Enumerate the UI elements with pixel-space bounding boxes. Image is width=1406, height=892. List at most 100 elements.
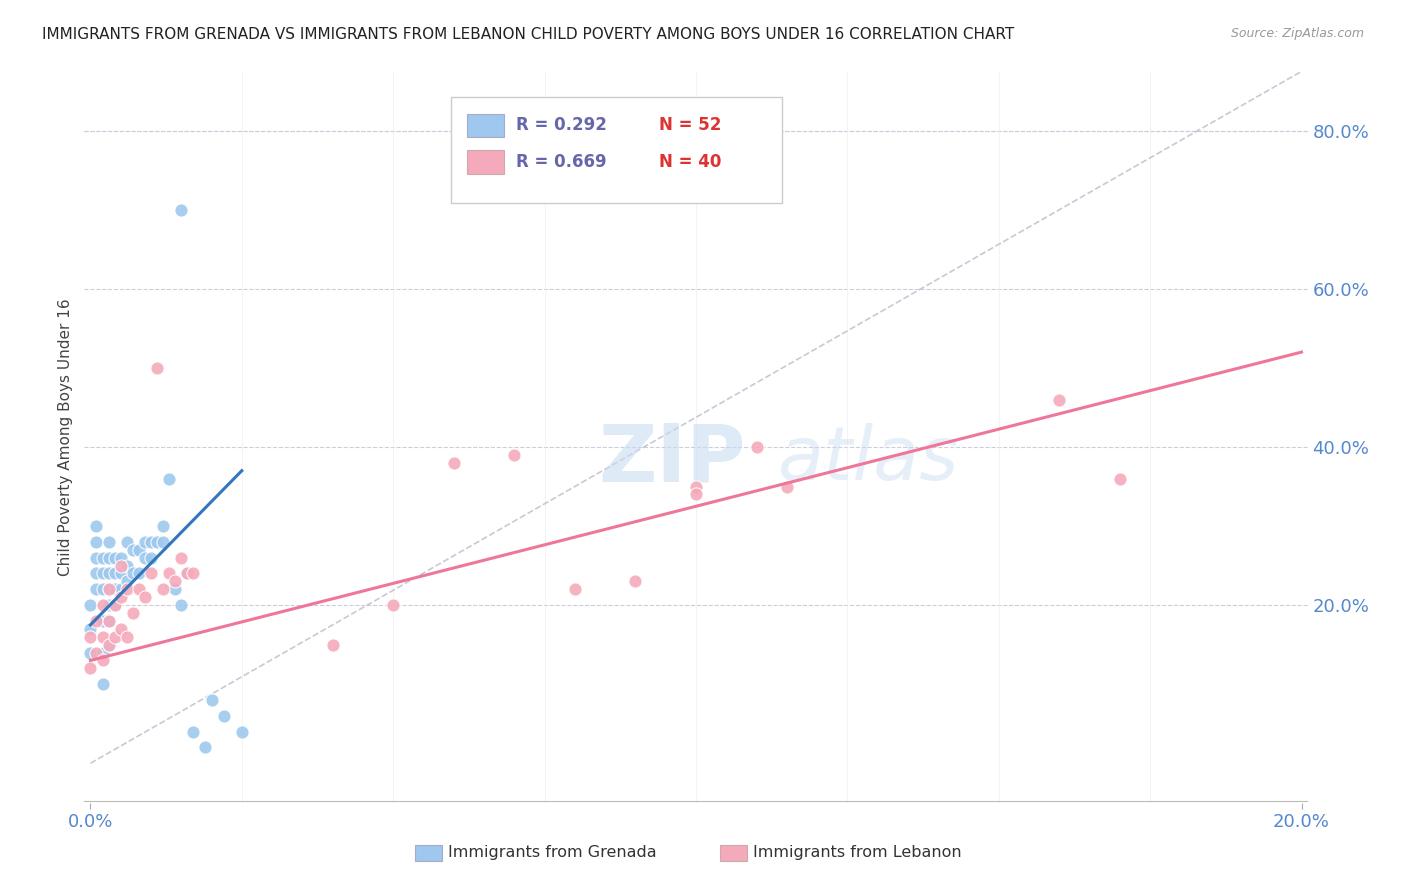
Point [97, 582, 120, 597]
Point [115, 534, 138, 549]
Point [115, 574, 138, 589]
Point [91, 677, 114, 691]
Point [110, 558, 132, 573]
Point [86, 519, 108, 533]
Point [139, 550, 162, 565]
Point [110, 622, 132, 636]
Text: Immigrants from Lebanon: Immigrants from Lebanon [754, 845, 962, 860]
Point [1047, 392, 1070, 407]
Point [685, 479, 707, 493]
Point [146, 360, 169, 375]
Point [170, 202, 193, 217]
Point [170, 550, 193, 565]
Point [128, 582, 150, 597]
Point [91, 653, 114, 667]
Point [97, 550, 120, 565]
Point [121, 606, 143, 620]
Point [91, 566, 114, 581]
Point [128, 566, 150, 581]
Point [1108, 472, 1130, 486]
Point [97, 638, 120, 652]
Text: IMMIGRANTS FROM GRENADA VS IMMIGRANTS FROM LEBANON CHILD POVERTY AMONG BOYS UNDE: IMMIGRANTS FROM GRENADA VS IMMIGRANTS FR… [42, 27, 1015, 42]
Point [86, 614, 108, 628]
Text: ZIP: ZIP [598, 420, 745, 498]
Point [110, 550, 132, 565]
Point [152, 582, 174, 597]
Point [110, 591, 132, 605]
Point [91, 614, 114, 628]
Point [104, 630, 127, 644]
Point [97, 638, 120, 652]
Point [128, 542, 150, 557]
Point [104, 566, 127, 581]
Point [139, 534, 162, 549]
Point [200, 693, 222, 707]
FancyBboxPatch shape [451, 97, 782, 203]
Text: R = 0.669: R = 0.669 [516, 153, 607, 171]
Point [503, 448, 526, 462]
Point [110, 566, 132, 581]
Point [97, 534, 120, 549]
Point [685, 487, 707, 501]
Point [624, 574, 647, 589]
Point [97, 582, 120, 597]
Point [104, 550, 127, 565]
Point [146, 534, 169, 549]
Point [152, 519, 174, 533]
Text: atlas: atlas [778, 423, 959, 495]
Point [115, 630, 138, 644]
Point [176, 566, 198, 581]
Point [91, 550, 114, 565]
Point [745, 440, 768, 454]
Point [231, 724, 253, 739]
Point [183, 566, 205, 581]
FancyBboxPatch shape [467, 151, 503, 174]
Point [134, 550, 156, 565]
Text: N = 40: N = 40 [659, 153, 721, 171]
Point [104, 582, 127, 597]
Point [564, 582, 586, 597]
Point [212, 708, 235, 723]
Point [139, 566, 162, 581]
Point [121, 566, 143, 581]
Point [79, 630, 101, 644]
Point [165, 574, 187, 589]
Y-axis label: Child Poverty Among Boys Under 16: Child Poverty Among Boys Under 16 [58, 298, 73, 576]
Point [104, 598, 127, 612]
Point [91, 646, 114, 660]
Point [97, 566, 120, 581]
Point [157, 472, 180, 486]
Point [115, 582, 138, 597]
Point [86, 566, 108, 581]
Text: N = 52: N = 52 [659, 117, 721, 135]
Point [134, 534, 156, 549]
FancyBboxPatch shape [415, 846, 441, 862]
Point [194, 740, 217, 755]
Point [86, 534, 108, 549]
Point [170, 598, 193, 612]
Point [91, 630, 114, 644]
Point [157, 566, 180, 581]
Point [91, 582, 114, 597]
Point [443, 456, 465, 470]
Point [86, 550, 108, 565]
Point [176, 566, 198, 581]
Point [97, 614, 120, 628]
FancyBboxPatch shape [467, 114, 503, 137]
Point [86, 646, 108, 660]
Point [97, 614, 120, 628]
Point [165, 582, 187, 597]
Point [776, 479, 799, 493]
Point [121, 542, 143, 557]
Point [115, 558, 138, 573]
Point [183, 724, 205, 739]
Point [91, 598, 114, 612]
Text: R = 0.292: R = 0.292 [516, 117, 607, 135]
Point [104, 598, 127, 612]
Point [382, 598, 405, 612]
Point [79, 598, 101, 612]
Point [79, 661, 101, 675]
Point [152, 534, 174, 549]
Point [79, 622, 101, 636]
Text: Immigrants from Grenada: Immigrants from Grenada [447, 845, 657, 860]
